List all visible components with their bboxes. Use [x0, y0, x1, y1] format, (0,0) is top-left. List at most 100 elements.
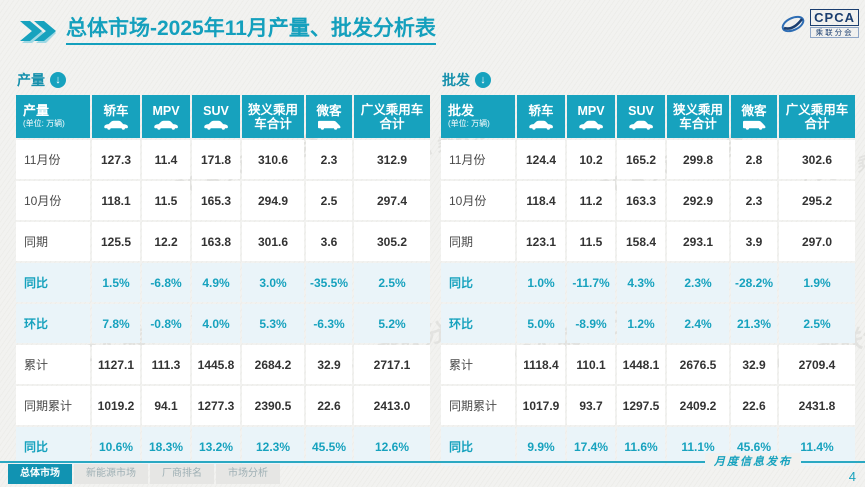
column-header: SUV [192, 95, 240, 138]
row-label-cell: 10月份 [441, 181, 515, 220]
value-cell: 5.3% [242, 304, 304, 343]
row-label-cell: 同期累计 [16, 386, 90, 425]
row-label-cell: 11月份 [441, 140, 515, 179]
section-label-wholesale-text: 批发 [442, 72, 470, 88]
value-cell: -28.2% [731, 263, 777, 302]
value-cell: 12.2 [142, 222, 190, 261]
value-cell: 293.1 [667, 222, 729, 261]
logo-subname: 乘联分会 [810, 27, 859, 38]
table-row: 10月份 118.1 11.5 165.3 294.9 2.5 297.4 [16, 181, 430, 220]
cpca-swoosh-icon [781, 15, 805, 32]
value-cell: 4.3% [617, 263, 665, 302]
value-cell: 2431.8 [779, 386, 855, 425]
value-cell: 13.2% [192, 427, 240, 466]
value-cell: 171.8 [192, 140, 240, 179]
row-label-cell: 同期 [16, 222, 90, 261]
value-cell: 158.4 [617, 222, 665, 261]
logo-name: CPCA [810, 9, 859, 26]
value-cell: 11.4 [142, 140, 190, 179]
suv-icon [629, 120, 653, 130]
table-row: 10月份 118.4 11.2 163.3 292.9 2.3 295.2 [441, 181, 855, 220]
value-cell: 11.6% [617, 427, 665, 466]
value-cell: 93.7 [567, 386, 615, 425]
column-header-label: 微客 [316, 103, 342, 118]
row-label-cell: 10月份 [16, 181, 90, 220]
table-row: 同比 10.6% 18.3% 13.2% 12.3% 45.5% 12.6% [16, 427, 430, 466]
release-label: 月度信息发布 [705, 453, 801, 469]
row-label-cell: 同比 [16, 263, 90, 302]
column-header: 狭义乘用车合计 [242, 95, 304, 138]
table-row: 环比 5.0% -8.9% 1.2% 2.4% 21.3% 2.5% [441, 304, 855, 343]
value-cell: 22.6 [731, 386, 777, 425]
value-cell: 299.8 [667, 140, 729, 179]
value-cell: 9.9% [517, 427, 565, 466]
value-cell: 1.5% [92, 263, 140, 302]
wholesale-table-wrap: 批发 (单位: 万辆) 轿车 MPV SUV 狭义乘用车合计 微客 广义乘用车合计 11月份 12… [439, 93, 857, 468]
column-header: 广义乘用车合计 [779, 95, 855, 138]
value-cell: 312.9 [354, 140, 430, 179]
value-cell: 2676.5 [667, 345, 729, 384]
sedan-icon [529, 120, 553, 130]
table-row: 同比 1.0% -11.7% 4.3% 2.3% -28.2% 1.9% [441, 263, 855, 302]
value-cell: 118.4 [517, 181, 565, 220]
column-header: 轿车 [517, 95, 565, 138]
row-label-cell: 累计 [441, 345, 515, 384]
value-cell: 124.4 [517, 140, 565, 179]
value-cell: 294.9 [242, 181, 304, 220]
column-header: 微客 [306, 95, 352, 138]
value-cell: 310.6 [242, 140, 304, 179]
value-cell: -6.8% [142, 263, 190, 302]
footer-tab-market-analysis[interactable]: 市场分析 [216, 464, 280, 484]
value-cell: 4.9% [192, 263, 240, 302]
footer-tab-overall-market[interactable]: 总体市场 [8, 464, 72, 484]
value-cell: 10.2 [567, 140, 615, 179]
value-cell: 32.9 [731, 345, 777, 384]
table-row: 累计 1127.1 111.3 1445.8 2684.2 32.9 2717.1 [16, 345, 430, 384]
footer-divider [0, 461, 865, 463]
wholesale-table: 批发 (单位: 万辆) 轿车 MPV SUV 狭义乘用车合计 微客 广义乘用车合计 11月份 12… [439, 93, 857, 468]
page-title-rest: -2025年11月产量、批发分析表 [150, 17, 436, 40]
value-cell: 18.3% [142, 427, 190, 466]
van-icon [743, 120, 766, 130]
value-cell: 110.1 [567, 345, 615, 384]
column-header-label: 轿车 [103, 103, 129, 118]
column-header-label: 轿车 [528, 103, 554, 118]
column-header: 狭义乘用车合计 [667, 95, 729, 138]
value-cell: 2717.1 [354, 345, 430, 384]
table-row: 同期 123.1 11.5 158.4 293.1 3.9 297.0 [441, 222, 855, 261]
footer-tab-manufacturer-ranking[interactable]: 厂商排名 [150, 464, 214, 484]
column-header-label: 微客 [741, 103, 767, 118]
footer-tab-nev-market[interactable]: 新能源市场 [74, 464, 148, 484]
value-cell: 22.6 [306, 386, 352, 425]
value-cell: 2.3% [667, 263, 729, 302]
table-row: 同期 125.5 12.2 163.8 301.6 3.6 305.2 [16, 222, 430, 261]
value-cell: 11.2 [567, 181, 615, 220]
row-label-cell: 同比 [16, 427, 90, 466]
circle-down-arrow-icon: ↓ [475, 72, 491, 88]
table-row: 环比 7.8% -0.8% 4.0% 5.3% -6.3% 5.2% [16, 304, 430, 343]
value-cell: 3.6 [306, 222, 352, 261]
table-row: 累计 1118.4 110.1 1448.1 2676.5 32.9 2709.4 [441, 345, 855, 384]
value-cell: 1118.4 [517, 345, 565, 384]
value-cell: 302.6 [779, 140, 855, 179]
value-cell: -0.8% [142, 304, 190, 343]
value-cell: 111.3 [142, 345, 190, 384]
value-cell: 2390.5 [242, 386, 304, 425]
corner-title: 批发 [448, 103, 475, 119]
row-label-cell: 累计 [16, 345, 90, 384]
mpv-icon [154, 120, 178, 130]
column-header: 广义乘用车合计 [354, 95, 430, 138]
circle-down-arrow-icon: ↓ [50, 72, 66, 88]
value-cell: 2.3 [731, 181, 777, 220]
value-cell: 11.5 [567, 222, 615, 261]
value-cell: 2.5% [779, 304, 855, 343]
value-cell: 295.2 [779, 181, 855, 220]
column-header-label: MPV [577, 103, 605, 118]
value-cell: 1.2% [617, 304, 665, 343]
value-cell: 1127.1 [92, 345, 140, 384]
value-cell: 11.1% [667, 427, 729, 466]
value-cell: 292.9 [667, 181, 729, 220]
title-row: 总体市场-2025年11月产量、批发分析表 [18, 17, 436, 46]
value-cell: 5.0% [517, 304, 565, 343]
